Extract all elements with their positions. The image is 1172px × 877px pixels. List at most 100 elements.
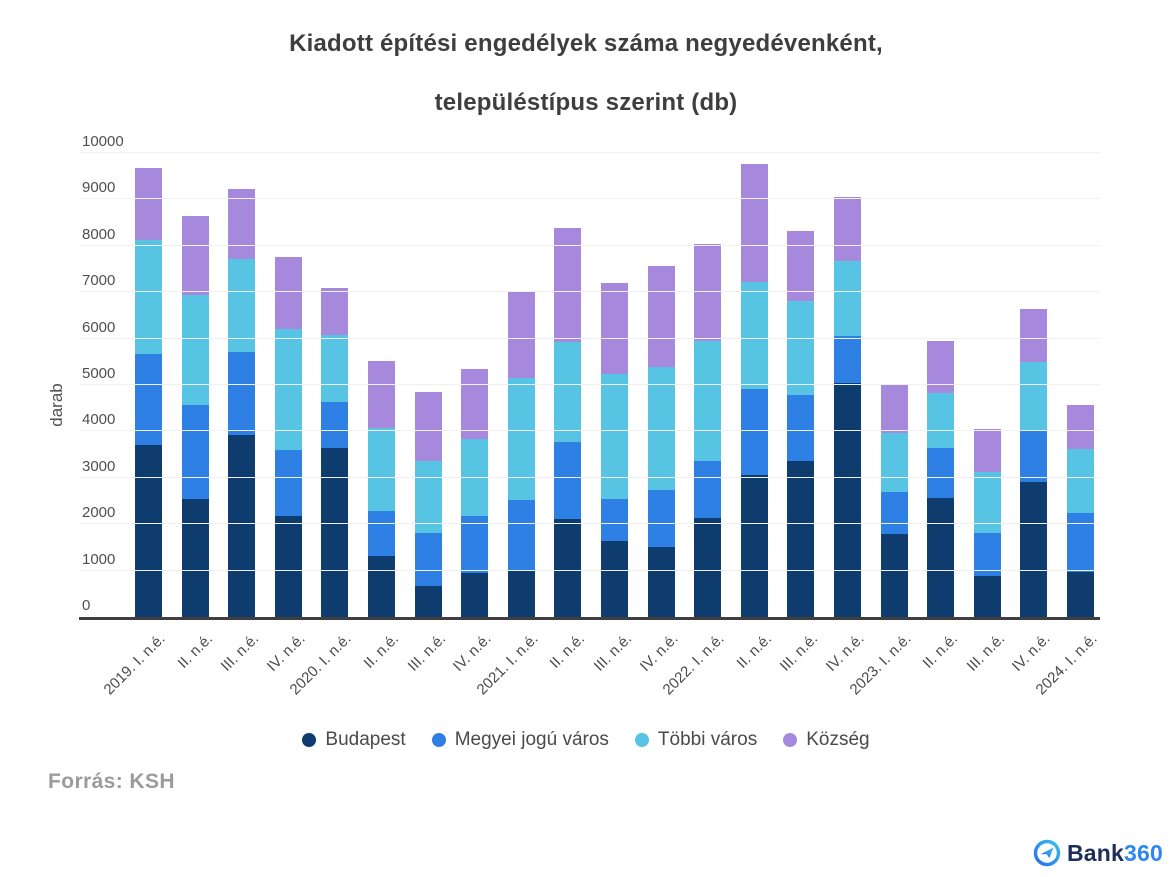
bar-segment-megyei-jogú-város[interactable] — [880, 491, 908, 534]
bar-segment-budapest[interactable] — [740, 475, 768, 617]
bar-segment-többi-város[interactable] — [927, 393, 955, 448]
bar-segment-budapest[interactable] — [694, 518, 722, 617]
bar-segment-budapest[interactable] — [554, 519, 582, 617]
bar-segment-többi-város[interactable] — [228, 259, 256, 352]
bar-segment-megyei-jogú-város[interactable] — [787, 395, 815, 462]
bar-segment-község[interactable] — [740, 163, 768, 283]
bar-segment-község[interactable] — [1066, 404, 1094, 449]
bar-segment-budapest[interactable] — [973, 576, 1001, 617]
bar-segment-község[interactable] — [554, 228, 582, 343]
bar-segment-község[interactable] — [927, 340, 955, 394]
bar-segment-község[interactable] — [461, 368, 489, 440]
bar-segment-megyei-jogú-város[interactable] — [321, 401, 349, 448]
bar-segment-megyei-jogú-város[interactable] — [414, 533, 442, 587]
bar-segment-budapest[interactable] — [880, 533, 908, 617]
bar-segment-község[interactable] — [600, 283, 628, 375]
bar-segment-budapest[interactable] — [833, 383, 861, 617]
y-tick-label-1000: 1000 — [82, 550, 116, 568]
bar-segment-többi-város[interactable] — [600, 374, 628, 499]
bar-segment-budapest[interactable] — [228, 434, 256, 617]
legend-item-község[interactable]: Község — [783, 729, 870, 751]
bar-segment-budapest[interactable] — [414, 586, 442, 617]
bar-segment-megyei-jogú-város[interactable] — [740, 388, 768, 476]
bar-segment-község[interactable] — [367, 361, 395, 429]
bar-segment-többi-város[interactable] — [647, 366, 675, 490]
bar-segment-község[interactable] — [414, 392, 442, 462]
bar-segment-többi-város[interactable] — [321, 335, 349, 402]
bar-segment-többi-város[interactable] — [833, 260, 861, 336]
bar-segment-megyei-jogú-város[interactable] — [228, 351, 256, 435]
legend-item-budapest[interactable]: Budapest — [302, 729, 406, 751]
bar-segment-község[interactable] — [833, 196, 861, 261]
bar-segment-megyei-jogú-város[interactable] — [694, 460, 722, 519]
bar-segment-megyei-jogú-város[interactable] — [554, 442, 582, 520]
bar-column-2019-I-n-é- — [135, 153, 162, 617]
bar-segment-község[interactable] — [228, 188, 256, 260]
bar-segment-megyei-jogú-város[interactable] — [181, 405, 209, 500]
bar-segment-többi-város[interactable] — [1066, 448, 1094, 514]
bar-segment-község[interactable] — [321, 288, 349, 336]
gridline-2000 — [79, 523, 1100, 525]
bar-segment-budapest[interactable] — [647, 547, 675, 617]
bar-segment-megyei-jogú-város[interactable] — [274, 449, 302, 517]
bar-segment-többi-város[interactable] — [554, 342, 582, 443]
bar-segment-budapest[interactable] — [1020, 481, 1048, 617]
bar-segment-megyei-jogú-város[interactable] — [1020, 430, 1048, 482]
bar-segment-többi-város[interactable] — [740, 282, 768, 389]
bar-segment-budapest[interactable] — [507, 570, 535, 617]
x-tick-label-IV-n-é-: IV. n.é. — [264, 630, 309, 675]
bar-segment-megyei-jogú-város[interactable] — [973, 533, 1001, 577]
bar-segment-megyei-jogú-város[interactable] — [600, 498, 628, 542]
bar-segment-budapest[interactable] — [274, 516, 302, 617]
legend-item-többi-város[interactable]: Többi város — [634, 729, 757, 751]
bar-segment-többi-város[interactable] — [461, 439, 489, 517]
bar-segment-megyei-jogú-város[interactable] — [927, 447, 955, 499]
bar-segment-többi-város[interactable] — [694, 341, 722, 461]
bar-segment-többi-város[interactable] — [181, 295, 209, 406]
bar-segment-megyei-jogú-város[interactable] — [647, 489, 675, 548]
x-tick-label-III-n-é-: III. n.é. — [776, 630, 821, 675]
bar-segment-többi-város[interactable] — [367, 428, 395, 512]
bar-segment-többi-város[interactable] — [274, 328, 302, 450]
bar-segment-többi-város[interactable] — [973, 471, 1001, 534]
bar-segment-község[interactable] — [880, 383, 908, 433]
bar-segment-község[interactable] — [274, 256, 302, 329]
bar-segment-megyei-jogú-város[interactable] — [461, 516, 489, 573]
bar-segment-község[interactable] — [1020, 308, 1048, 362]
bar-segment-község[interactable] — [647, 265, 675, 367]
bar-segment-megyei-jogú-város[interactable] — [135, 353, 162, 446]
x-axis-labels: 2019. I. n.é. II. n.é. III. n.é. IV. n.é. 20… — [79, 617, 1101, 707]
bar-segment-megyei-jogú-város[interactable] — [367, 511, 395, 557]
bar-segment-többi-város[interactable] — [414, 461, 442, 534]
bar-segment-budapest[interactable] — [1066, 572, 1094, 617]
bar-segment-budapest[interactable] — [927, 498, 955, 617]
bar-segment-budapest[interactable] — [787, 461, 815, 617]
bar-segment-budapest[interactable] — [181, 499, 209, 617]
bar-segment-többi-város[interactable] — [880, 432, 908, 492]
bar-column-2023-I-n-é- — [880, 153, 908, 617]
bar-segment-budapest[interactable] — [135, 445, 162, 617]
bar-column-IV-n-é- — [1020, 153, 1048, 617]
bar-segment-többi-város[interactable] — [787, 301, 815, 396]
bar-segment-község[interactable] — [507, 292, 535, 378]
bar-segment-megyei-jogú-város[interactable] — [833, 335, 861, 384]
bar-segment-budapest[interactable] — [367, 556, 395, 617]
bar-segment-község[interactable] — [787, 231, 815, 302]
bar-segment-megyei-jogú-város[interactable] — [1066, 513, 1094, 572]
bar-segment-község[interactable] — [973, 428, 1001, 472]
bar-column-IV-n-é- — [461, 153, 489, 617]
bar-segment-megyei-jogú-város[interactable] — [507, 499, 535, 571]
bar-segment-többi-város[interactable] — [507, 377, 535, 500]
bar-segment-budapest[interactable] — [600, 541, 628, 617]
bar-segment-budapest[interactable] — [461, 572, 489, 617]
legend-item-megyei-jogú-város[interactable]: Megyei jogú város — [431, 729, 609, 751]
bar-segment-község[interactable] — [135, 167, 162, 241]
bar-segment-község[interactable] — [181, 216, 209, 296]
bar-segment-többi-város[interactable] — [1020, 361, 1048, 431]
bar-segment-község[interactable] — [694, 243, 722, 342]
bar-segment-többi-város[interactable] — [135, 240, 162, 354]
bar-column-2020-I-n-é- — [321, 153, 349, 617]
bank360-logo: Bank360 — [1033, 839, 1163, 867]
bar-segment-budapest[interactable] — [321, 447, 349, 617]
